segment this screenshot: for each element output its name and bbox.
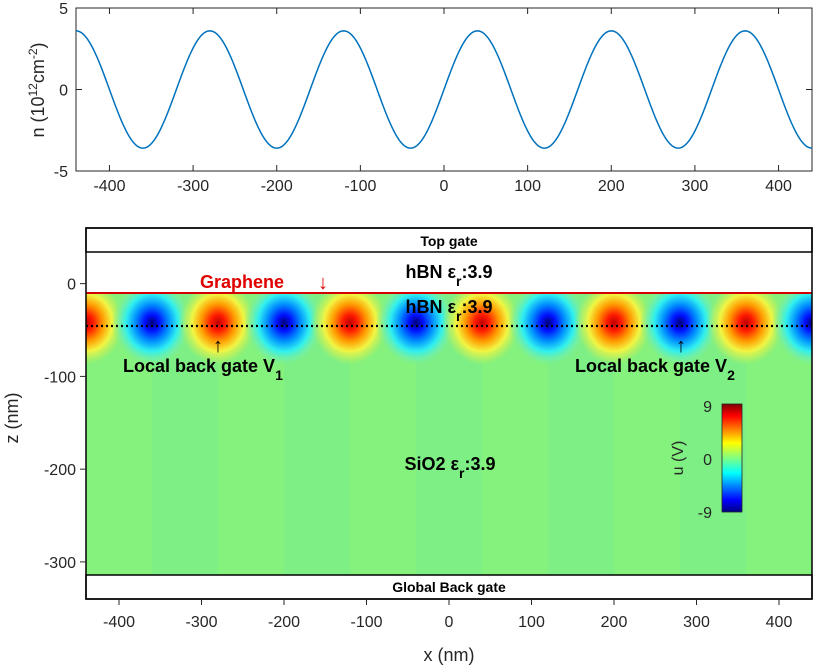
bottom-x-tick-label: -100 [350, 614, 382, 631]
negative-potential-blob [244, 293, 324, 367]
gate1-arrow: ↑ [213, 335, 223, 357]
potential-blobs [86, 293, 812, 367]
positive-potential-blob [310, 293, 390, 367]
positive-potential-blob [574, 293, 654, 367]
negative-potential-blob [640, 293, 720, 367]
bottom-x-tick-label: 100 [518, 614, 545, 631]
top-y-tick-label: 5 [59, 1, 68, 18]
colorbar-tick-mid: 0 [703, 452, 712, 469]
bottom-x-ticks: -400 -300 -200 -100 0 100 200 300 400 [103, 599, 792, 631]
top-x-ticks: -400 -300 -200 -100 0 100 200 300 400 [93, 8, 792, 195]
gate1-label: Local back gate V1 [123, 356, 283, 383]
bottom-y-tick-label: -200 [44, 462, 76, 479]
bottom-y-tick-label: -100 [44, 369, 76, 386]
bottom-y-tick-label: -300 [44, 555, 76, 572]
graphene-label: Graphene [200, 272, 284, 292]
gate2-arrow: ↑ [676, 335, 686, 357]
negative-potential-blob [112, 293, 192, 367]
top-x-tick-label: -100 [344, 178, 376, 195]
colorbar-tick-max: 9 [703, 399, 712, 416]
top-x-tick-label: 300 [682, 178, 709, 195]
bottom-x-tick-label: -400 [103, 614, 135, 631]
bottom-x-tick-label: 400 [766, 614, 793, 631]
gate2-label: Local back gate V2 [575, 356, 735, 383]
bottom-x-axis-label: x (nm) [424, 645, 475, 665]
top-y-tick-label: -5 [54, 164, 68, 181]
bottom-plot: Top gate hBN εr:3.9 Graphene ↓ hBN εr:3.… [2, 227, 813, 665]
top-x-tick-label: 400 [765, 178, 792, 195]
bottom-x-tick-label: -300 [185, 614, 217, 631]
top-y-axis-label: n (1012cm-2) [26, 42, 48, 137]
bottom-y-tick-label: 0 [67, 277, 76, 294]
hbn-upper-layer [86, 252, 812, 293]
top-x-tick-label: -300 [177, 178, 209, 195]
top-x-tick-label: -200 [261, 178, 293, 195]
top-x-tick-label: 0 [440, 178, 449, 195]
bottom-x-tick-label: 200 [601, 614, 628, 631]
back-gate-label: Global Back gate [392, 579, 506, 595]
density-curve [75, 30, 813, 149]
colorbar-label: u (V) [670, 441, 687, 476]
top-y-ticks: -5 0 5 [54, 1, 812, 181]
top-plot: -400 -300 -200 -100 0 100 200 300 400 -5 0 5 n (10… [26, 1, 813, 195]
top-x-tick-label: -400 [93, 178, 125, 195]
negative-potential-blob [772, 293, 812, 367]
positive-potential-blob [178, 293, 258, 367]
top-y-tick-label: 0 [59, 83, 68, 100]
top-x-tick-label: 200 [598, 178, 625, 195]
sio2-label: SiO2 εr:3.9 [404, 454, 495, 481]
top-gate-label: Top gate [420, 233, 478, 249]
bottom-x-tick-label: 300 [683, 614, 710, 631]
top-x-tick-label: 100 [514, 178, 541, 195]
colorbar: 9 0 -9 u (V) [670, 399, 743, 522]
hbn-upper-label: hBN εr:3.9 [405, 262, 492, 289]
hbn-lower-label: hBN εr:3.9 [405, 297, 492, 324]
colorbar-tick-min: -9 [698, 505, 712, 522]
positive-potential-blob [706, 293, 786, 367]
bottom-x-tick-label: -200 [268, 614, 300, 631]
bottom-y-axis-label: z (nm) [2, 393, 22, 444]
colorbar-scale [721, 403, 743, 513]
graphene-arrow: ↓ [318, 272, 328, 294]
positive-potential-blob [442, 293, 522, 367]
bottom-x-tick-label: 0 [445, 614, 454, 631]
negative-potential-blob [508, 293, 588, 367]
bottom-y-ticks: -300 -200 -100 0 [44, 277, 86, 572]
negative-potential-blob [376, 293, 456, 367]
